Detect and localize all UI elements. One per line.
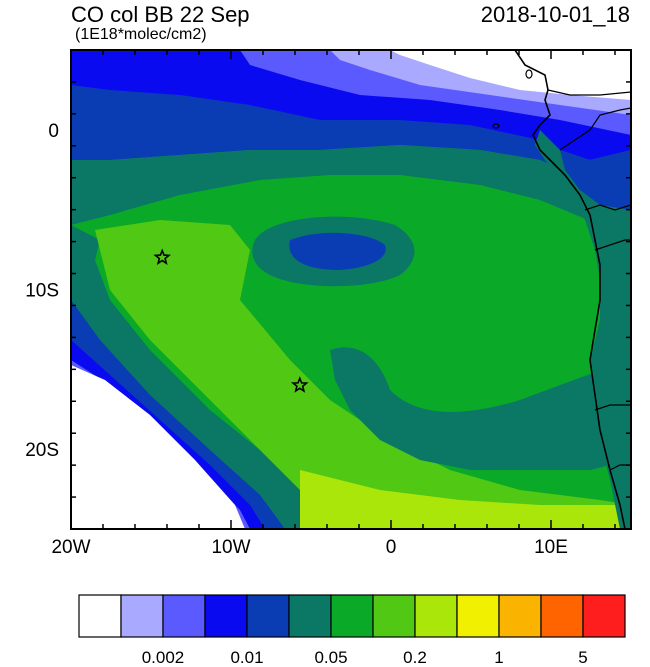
colorbar-label: 0.05 [314, 648, 347, 667]
colorbar-swatch [582, 594, 626, 638]
station-markers [153, 248, 309, 393]
colorbar-label: 0.2 [403, 648, 427, 667]
contour-field [71, 50, 631, 529]
y-axis-labels: 0 10S 20S [25, 121, 59, 461]
colorbar-label: 0.01 [230, 648, 263, 667]
colorbar [78, 594, 626, 638]
colorbar-swatch [162, 594, 206, 638]
star-marker-1 [153, 248, 171, 265]
colorbar-label: 1 [494, 648, 503, 667]
x-tick-label: 0 [386, 537, 397, 558]
colorbar-labels: 0.002 0.01 0.05 0.2 1 5 [142, 648, 588, 667]
colorbar-swatch [456, 594, 500, 638]
colorbar-swatch [498, 594, 542, 638]
colorbar-swatch [540, 594, 584, 638]
map-title: CO col BB 22 Sep [71, 2, 250, 27]
plot-frame [70, 49, 632, 530]
map-timestamp: 2018-10-01_18 [480, 2, 630, 27]
colorbar-label: 5 [578, 648, 587, 667]
colorbar-swatch [246, 594, 290, 638]
x-tick-label: 10E [534, 537, 568, 558]
star-marker-2 [290, 376, 309, 393]
x-tick-label: 20W [51, 537, 90, 558]
y-tick-label: 10S [25, 281, 59, 302]
colorbar-swatch [204, 594, 248, 638]
y-tick-label: 20S [25, 440, 59, 461]
map-units: (1E18*molec/cm2) [75, 26, 207, 43]
colorbar-swatch [288, 594, 332, 638]
colorbar-swatch [78, 594, 122, 638]
colorbar-label: 0.002 [142, 648, 185, 667]
colorbar-swatch [414, 594, 458, 638]
colorbar-swatch [330, 594, 374, 638]
colorbar-swatch [120, 594, 164, 638]
x-axis-labels: 20W 10W 0 10E [51, 537, 567, 558]
colorbar-swatch [372, 594, 416, 638]
y-tick-label: 0 [48, 121, 59, 142]
axis-ticks [70, 49, 631, 530]
x-tick-label: 10W [211, 537, 250, 558]
